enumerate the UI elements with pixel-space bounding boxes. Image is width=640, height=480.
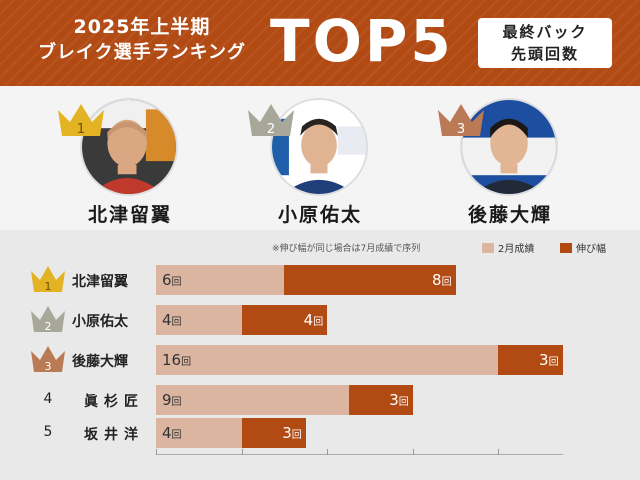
x-axis-tick [241,449,243,455]
crown-shape [31,266,65,292]
crown-rank-text: 3 [457,122,465,137]
header-title-line1: 2025年上半期 [73,16,211,38]
bar-first [156,265,285,295]
bar-value: 4 [162,424,172,442]
legend-label-first: 2月成績 [498,244,535,255]
crown-rank-text: 2 [267,122,275,137]
row-rank-text: 2 [45,320,52,333]
row-crown-icon: 2 [31,306,65,333]
bar-unit: 回 [291,430,302,441]
row-name: 眞杉匠 [84,394,144,410]
legend-item-second: 伸び幅 [560,240,606,255]
bar-label-second: 8回 [284,265,455,298]
bar-unit: 回 [398,397,409,408]
bar-value: 4 [162,311,172,329]
row-name: 北津留翼 [72,274,128,290]
crown-shape [31,306,65,332]
bar-label-second: 3回 [349,385,413,418]
bar-unit: 回 [548,357,559,368]
bar-value: 9 [162,391,172,409]
crown-shape [248,104,294,136]
bar-label-first: 16回 [156,345,498,378]
x-axis-line [156,454,563,455]
header-badge-line2: 先頭回数 [510,45,579,63]
crown-silver-icon: 2 [248,104,294,137]
header-top5: TOP5 [270,7,454,75]
bar-label-first: 6回 [156,265,284,298]
row-name: 小原佑太 [72,314,128,330]
crown-shape [438,104,484,136]
bar-second [241,418,306,448]
bar-label-second: 4回 [242,305,328,338]
x-axis-tick [412,449,414,455]
legend-label-second: 伸び幅 [576,244,606,255]
x-axis-tick [327,449,329,455]
bar-value: 8 [432,271,442,289]
profile-rank-3: 3 後藤大輝 [430,86,590,230]
crown-shape [58,104,104,136]
bar-unit: 回 [171,317,182,328]
profile-name: 後藤大輝 [467,204,552,226]
crown-gold-icon: 1 [58,104,104,137]
bar-label-second: 3回 [498,345,562,378]
bar-second [348,385,413,415]
header-title: 2025年上半期 ブレイク選手ランキング [22,14,262,66]
row-crown-icon: 1 [31,266,65,293]
bar-value: 16 [162,351,182,369]
header-badge-line1: 最終バック [502,23,588,41]
x-axis-tick [498,449,500,455]
portrait-photo [460,98,558,196]
profiles-section: 1 北津留翼 2 小原佑太 [0,86,640,230]
crown-rank-text: 1 [77,122,85,137]
bar-value: 4 [303,311,314,329]
bar-value: 3 [539,351,549,369]
bar-label-first: 4回 [156,418,242,451]
legend-item-first: 2月成績 [482,240,534,255]
bar-first [156,305,242,335]
bar-value: 3 [282,424,292,442]
header-banner: 2025年上半期 ブレイク選手ランキング TOP5 最終バック 先頭回数 [0,0,640,86]
row-name: 坂井洋 [84,427,144,443]
row-rank: 4 [43,391,53,407]
profile-rank-1: 1 北津留翼 [50,86,210,230]
row-name: 後藤大輝 [72,354,128,370]
x-axis-tick [156,449,157,455]
header-badge: 最終バック 先頭回数 [478,18,612,68]
row-rank-text: 1 [45,280,52,293]
crown-bronze-icon: 3 [438,104,484,137]
crown-shape [31,346,65,372]
bar-unit: 回 [181,357,192,368]
row-rank-text: 3 [45,360,52,373]
bar-value: 6 [162,271,172,289]
bar-unit: 回 [441,277,452,288]
bar-label-first: 4回 [156,305,242,338]
bar-label-first: 9回 [156,385,349,418]
bar-second [284,265,456,295]
profile-name: 北津留翼 [87,204,172,226]
bar-first [156,418,242,448]
legend-swatch-second [560,242,572,253]
bar-first [156,385,349,415]
profile-rank-2: 2 小原佑太 [240,86,400,230]
profile-name: 小原佑太 [277,204,362,226]
bar-value: 3 [389,391,399,409]
bar-unit: 回 [171,430,182,441]
bar-label-second: 3回 [242,418,306,451]
bar-second [241,305,328,335]
row-crown-icon: 3 [31,346,65,373]
bar-unit: 回 [171,397,182,408]
chart-area: ※伸び幅が同じ場合は7月成績で序列 2月成績 伸び幅 1 北津留翼 6回 8回 2 小原佑… [0,230,640,480]
bar-second [498,345,563,375]
row-rank: 5 [43,424,53,440]
portrait-icon [272,100,366,194]
header-title-line2: ブレイク選手ランキング [37,42,247,63]
legend-swatch-first [482,242,494,253]
chart-note: ※伸び幅が同じ場合は7月成績で序列 [272,244,421,254]
portrait-photo [270,98,368,196]
bar-unit: 回 [171,277,182,288]
portrait-icon [462,100,556,194]
bar-unit: 回 [313,317,324,328]
bar-first [156,345,499,375]
